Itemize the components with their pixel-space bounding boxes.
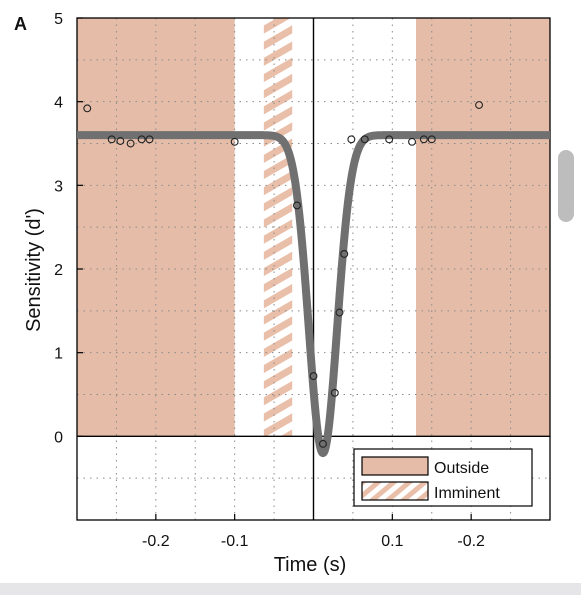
legend-label-imminent: Imminent bbox=[434, 485, 500, 502]
data-point bbox=[408, 137, 416, 146]
x-axis-title: Time (s) bbox=[274, 554, 347, 576]
grid-lines bbox=[77, 18, 550, 520]
y-tick-label: 0 bbox=[54, 429, 63, 446]
legend-swatch-outside bbox=[361, 456, 429, 476]
data-point bbox=[347, 135, 356, 144]
data-point bbox=[360, 135, 369, 144]
data-point bbox=[230, 137, 239, 146]
x-tick-label: -0.2 bbox=[457, 533, 485, 550]
y-tick-label: 5 bbox=[54, 11, 63, 28]
data-point bbox=[126, 139, 135, 148]
x-tick-label: -0.2 bbox=[142, 533, 170, 550]
scrollbar-handle[interactable] bbox=[558, 150, 574, 222]
panel-label: A bbox=[14, 14, 27, 34]
data-point bbox=[419, 135, 428, 144]
data-point bbox=[309, 372, 318, 381]
data-point bbox=[330, 388, 339, 397]
data-points bbox=[83, 101, 483, 448]
y-tick-label: 2 bbox=[54, 262, 63, 279]
data-point bbox=[107, 135, 116, 144]
region-imminent bbox=[263, 18, 293, 437]
y-tick-label: 4 bbox=[54, 95, 63, 112]
data-point bbox=[340, 249, 349, 258]
fit-curve bbox=[77, 131, 550, 458]
tick-labels: -0.2 -0.1 0.1 -0.2 0 1 2 3 4 5 bbox=[54, 11, 485, 550]
legend-swatch-imminent bbox=[361, 481, 429, 501]
x-tick-label: 0.1 bbox=[381, 533, 403, 550]
data-point bbox=[427, 135, 436, 144]
y-axis-title: Sensitivity (d') bbox=[23, 208, 45, 332]
fit-curve-group bbox=[77, 131, 550, 458]
data-point bbox=[137, 135, 146, 144]
legend-label-outside: Outside bbox=[434, 460, 489, 477]
data-point bbox=[145, 135, 154, 144]
data-point bbox=[292, 201, 301, 210]
data-point bbox=[335, 308, 344, 317]
x-tick-label: -0.1 bbox=[221, 533, 249, 550]
data-point bbox=[385, 135, 394, 144]
region-outside bbox=[415, 18, 550, 437]
data-point bbox=[116, 137, 125, 145]
y-tick-label: 3 bbox=[54, 178, 63, 195]
bottom-bar bbox=[0, 583, 581, 595]
data-point bbox=[475, 101, 483, 109]
legend: Outside Imminent bbox=[353, 448, 533, 507]
data-point bbox=[319, 439, 327, 448]
y-tick-label: 1 bbox=[54, 346, 63, 363]
data-point bbox=[83, 104, 92, 113]
